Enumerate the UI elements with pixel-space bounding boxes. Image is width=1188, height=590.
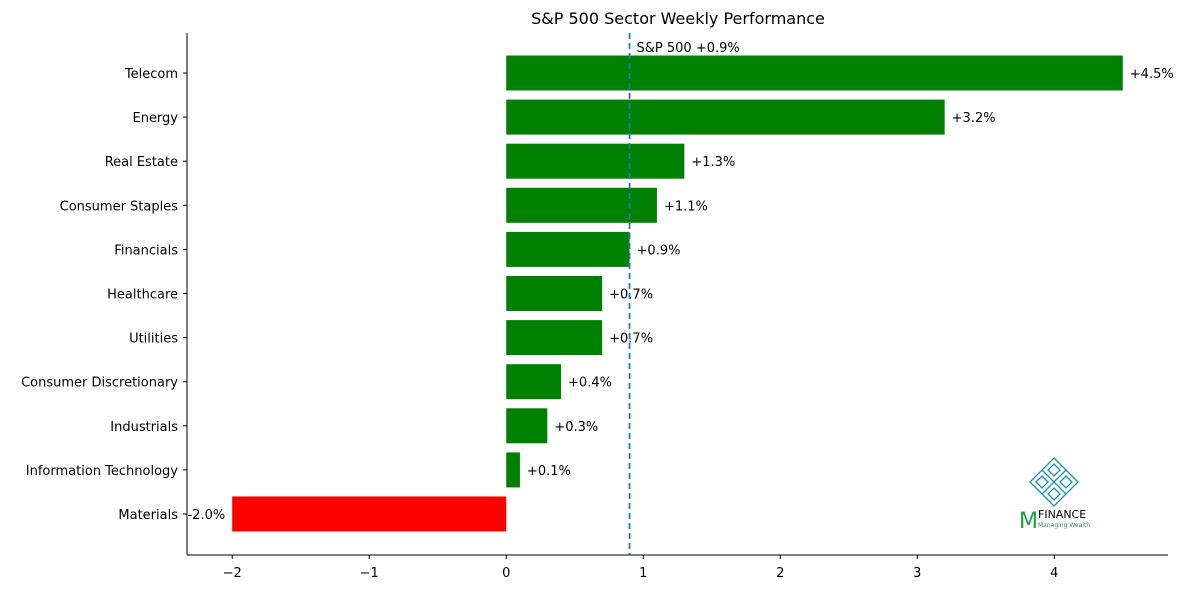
logo-wordmark: FINANCE: [1038, 508, 1086, 521]
x-tick-label: 4: [1050, 566, 1058, 581]
bar-materials: [232, 496, 507, 532]
bar-industrials: [506, 408, 548, 444]
y-tick-label: Financials: [114, 243, 178, 258]
data-label: +3.2%: [952, 111, 996, 126]
bar-consumer-discretionary: [506, 364, 562, 400]
y-tick-label: Information Technology: [26, 464, 179, 479]
data-label: +0.3%: [554, 420, 598, 435]
x-tick-label: −1: [360, 566, 379, 581]
logo-tagline: Managing Wealth: [1038, 522, 1090, 529]
bar-energy: [506, 99, 945, 135]
y-tick-label: Materials: [118, 508, 178, 523]
data-label: +0.4%: [568, 376, 612, 391]
bars-group: [232, 55, 1123, 532]
x-tick-label: 3: [913, 566, 921, 581]
data-labels-group: +4.5% +3.2% +1.3% +1.1% +0.9% +0.7% +0.7% +0.4%…: [187, 67, 1173, 523]
knot-icon: [1029, 457, 1079, 507]
data-label: +0.7%: [609, 332, 653, 347]
bar-real-estate: [506, 143, 685, 179]
y-tick-label: Energy: [132, 111, 178, 126]
y-tick-label: Utilities: [129, 332, 178, 347]
x-tick-label: 2: [776, 566, 784, 581]
x-tick-label: 1: [639, 566, 647, 581]
y-tick-label: Consumer Discretionary: [21, 376, 178, 391]
bar-utilities: [506, 320, 603, 356]
logo-letter: M: [1019, 509, 1038, 534]
bar-healthcare: [506, 276, 603, 311]
reference-line-group: S&P 500 +0.9%: [628, 33, 740, 555]
y-tick-label: Industrials: [110, 420, 178, 435]
y-axis: Telecom Energy Real Estate Consumer Staples…: [21, 33, 188, 555]
data-label: +1.1%: [664, 199, 708, 214]
data-label: +1.3%: [691, 155, 735, 170]
x-tick-label: −2: [223, 566, 242, 581]
data-label: +0.7%: [609, 288, 653, 303]
x-axis: −2 −1 0 1 2 3 4: [187, 554, 1168, 581]
data-label: +0.1%: [527, 464, 571, 479]
x-tick-label: 0: [502, 566, 510, 581]
data-label: +4.5%: [1130, 67, 1174, 82]
y-tick-label: Healthcare: [107, 288, 178, 303]
sp500-reference-label: S&P 500 +0.9%: [637, 41, 740, 56]
bar-consumer-staples: [506, 187, 657, 223]
data-label: +0.9%: [637, 243, 681, 258]
y-tick-label: Real Estate: [105, 155, 178, 170]
y-tick-label: Consumer Staples: [60, 199, 179, 214]
company-logo: M FINANCE Managing Wealth: [1019, 457, 1090, 534]
bar-telecom: [506, 55, 1123, 91]
bar-information-technology: [506, 452, 520, 488]
data-label: -2.0%: [187, 508, 225, 523]
chart-title: S&P 500 Sector Weekly Performance: [531, 9, 825, 28]
bar-financials: [506, 231, 630, 267]
y-tick-label: Telecom: [124, 67, 178, 82]
